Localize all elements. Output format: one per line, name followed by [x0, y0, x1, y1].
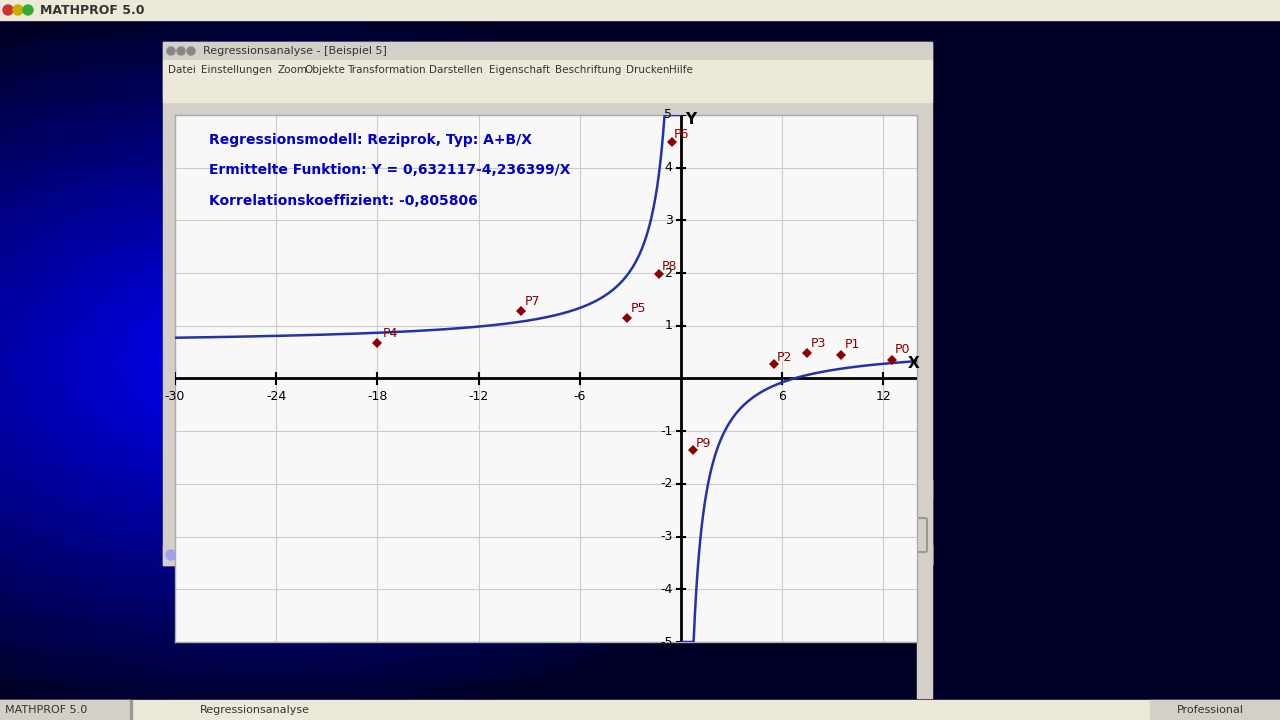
- Bar: [163, 60, 932, 80]
- Text: Darstellen: Darstellen: [430, 65, 484, 75]
- Text: -3: -3: [660, 530, 672, 543]
- Bar: [723, 516, 733, 526]
- Text: Drucken: Drucken: [626, 65, 669, 75]
- Text: ✓: ✓: [724, 516, 732, 526]
- Text: P0: P0: [895, 343, 910, 356]
- Text: Transformation: Transformation: [347, 65, 426, 75]
- Circle shape: [733, 485, 742, 493]
- Bar: [716, 480, 932, 498]
- Circle shape: [177, 47, 186, 55]
- Bar: [0, 700, 1280, 720]
- Text: X: X: [908, 356, 919, 371]
- Bar: [163, 545, 932, 565]
- Text: P3: P3: [810, 336, 826, 349]
- Text: 2: 2: [664, 266, 672, 279]
- Text: Objekte: Objekte: [305, 65, 344, 75]
- Text: Y: Y: [685, 112, 696, 127]
- Text: -1: -1: [660, 425, 672, 438]
- Bar: [0, 0, 1280, 20]
- Text: Datei: Datei: [168, 65, 196, 75]
- Bar: [0, 700, 131, 720]
- Text: P7: P7: [525, 295, 540, 308]
- Text: P4: P4: [383, 327, 398, 340]
- Circle shape: [166, 47, 175, 55]
- Text: Einstellungen: Einstellungen: [201, 65, 271, 75]
- Bar: [1149, 700, 1280, 720]
- Bar: [163, 80, 932, 102]
- Bar: [163, 42, 932, 565]
- Text: Beschriftung: Beschriftung: [556, 65, 621, 75]
- Text: P5: P5: [630, 302, 646, 315]
- Text: Koordinaten: Koordinaten: [737, 535, 804, 545]
- Bar: [916, 545, 932, 698]
- Text: 6: 6: [778, 390, 786, 403]
- Bar: [723, 536, 733, 546]
- Bar: [716, 480, 932, 565]
- Text: P2: P2: [777, 351, 792, 364]
- Text: Regressionsmodell: Reziprok, Typ: A+B/X: Regressionsmodell: Reziprok, Typ: A+B/X: [209, 133, 531, 148]
- Text: -12: -12: [468, 390, 489, 403]
- Text: MATHPROF 5.0: MATHPROF 5.0: [40, 4, 145, 17]
- Text: 3: 3: [664, 214, 672, 227]
- Text: P8: P8: [662, 260, 677, 273]
- Text: -6: -6: [573, 390, 586, 403]
- Text: 12: 12: [876, 390, 891, 403]
- Text: Korrelationskoeffizient: -0,805806: Korrelationskoeffizient: -0,805806: [209, 194, 477, 207]
- FancyBboxPatch shape: [823, 518, 927, 552]
- Bar: [131, 700, 132, 720]
- Text: Ausblenden: Ausblenden: [842, 530, 908, 540]
- Text: Regressionsanalyse - [Beispiel 5]: Regressionsanalyse - [Beispiel 5]: [204, 46, 387, 56]
- Bar: [163, 42, 932, 60]
- Circle shape: [718, 485, 726, 493]
- Text: Ermittelte Funktion: Y = 0,632117-4,236399/X: Ermittelte Funktion: Y = 0,632117-4,2363…: [209, 163, 570, 178]
- Circle shape: [3, 5, 13, 15]
- Text: Eigenschaft: Eigenschaft: [489, 65, 550, 75]
- Text: P6: P6: [675, 128, 690, 141]
- Text: -30: -30: [165, 390, 186, 403]
- Text: MATHPROF 5.0: MATHPROF 5.0: [5, 705, 87, 715]
- Text: P1: P1: [845, 338, 860, 351]
- Circle shape: [187, 47, 195, 55]
- Text: -5: -5: [660, 636, 672, 649]
- Circle shape: [726, 485, 733, 493]
- Text: Hilfe: Hilfe: [669, 65, 694, 75]
- Text: Regressionsanalyse: Regressionsanalyse: [200, 705, 310, 715]
- Text: -2: -2: [660, 477, 672, 490]
- Text: Professional: Professional: [1176, 705, 1243, 715]
- Text: 1: 1: [664, 319, 672, 333]
- Text: P9: P9: [696, 436, 712, 450]
- Circle shape: [166, 550, 177, 560]
- Circle shape: [23, 5, 33, 15]
- Circle shape: [13, 5, 23, 15]
- Text: -18: -18: [367, 390, 388, 403]
- Text: -24: -24: [266, 390, 287, 403]
- Text: 4: 4: [664, 161, 672, 174]
- Text: Regressionsanalyse: Regressionsanalyse: [748, 484, 858, 494]
- Text: Zoom: Zoom: [276, 65, 307, 75]
- Text: -4: -4: [660, 582, 672, 596]
- Text: 5: 5: [664, 109, 672, 122]
- Text: X: -9,90    Y: 4,46: X: -9,90 Y: 4,46: [183, 550, 278, 560]
- Text: Punkte: Punkte: [737, 515, 776, 525]
